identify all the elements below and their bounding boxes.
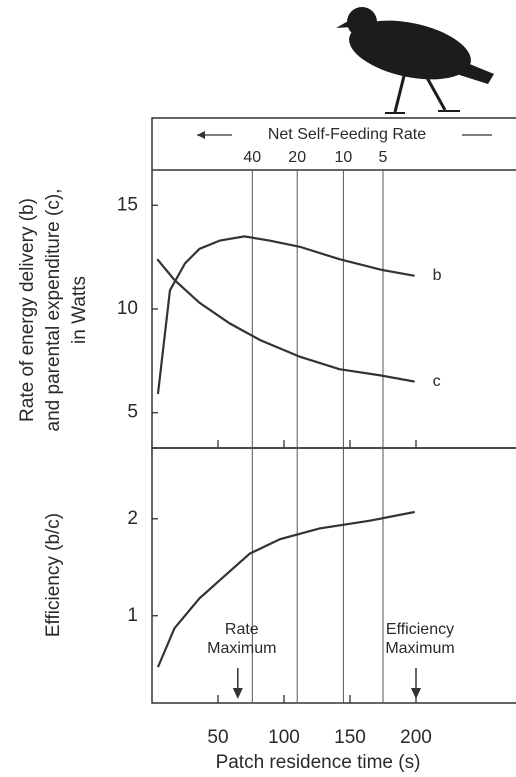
data-line (156, 510, 415, 668)
annotation: Maximum (385, 640, 454, 657)
y-tick-label: 2 (127, 508, 138, 529)
data-line (156, 258, 415, 383)
y-axis-label: Rate of energy delivery (b) (17, 198, 38, 422)
strip-arrow-head (197, 131, 205, 139)
series-label: b (433, 267, 442, 284)
y-axis-label: in Watts (69, 276, 90, 344)
starling-illustration (336, 7, 494, 114)
x2-tick-label: 10 (335, 149, 353, 166)
annotation: Efficiency (386, 621, 454, 638)
annotation-arrowhead (232, 688, 243, 699)
frames (151, 117, 516, 704)
x2-tick-label: 40 (243, 149, 261, 166)
x-tick-label: 50 (207, 727, 228, 748)
y-tick-label: 15 (117, 194, 138, 215)
y-tick-label: 10 (117, 298, 138, 319)
y-axis-label: Efficiency (b/c) (43, 513, 64, 637)
annotation: Rate (225, 621, 259, 638)
x-axis-label: Patch residence time (s) (216, 752, 421, 773)
x2-tick-label: 20 (288, 149, 306, 166)
x-tick-label: 100 (268, 727, 300, 748)
annotation: Maximum (207, 640, 276, 657)
x2-axis-label: Net Self-Feeding Rate (268, 126, 426, 143)
x-tick-label: 150 (334, 727, 366, 748)
y-tick-label: 5 (127, 402, 138, 423)
x-tick-label: 200 (400, 727, 432, 748)
y-tick-label: 1 (127, 605, 138, 626)
annotation-arrowhead (411, 688, 421, 699)
data-line (156, 235, 415, 395)
y-axis-label: and parental expenditure (c), (43, 189, 64, 432)
x2-tick-label: 5 (379, 149, 388, 166)
series-label: c (433, 373, 441, 390)
